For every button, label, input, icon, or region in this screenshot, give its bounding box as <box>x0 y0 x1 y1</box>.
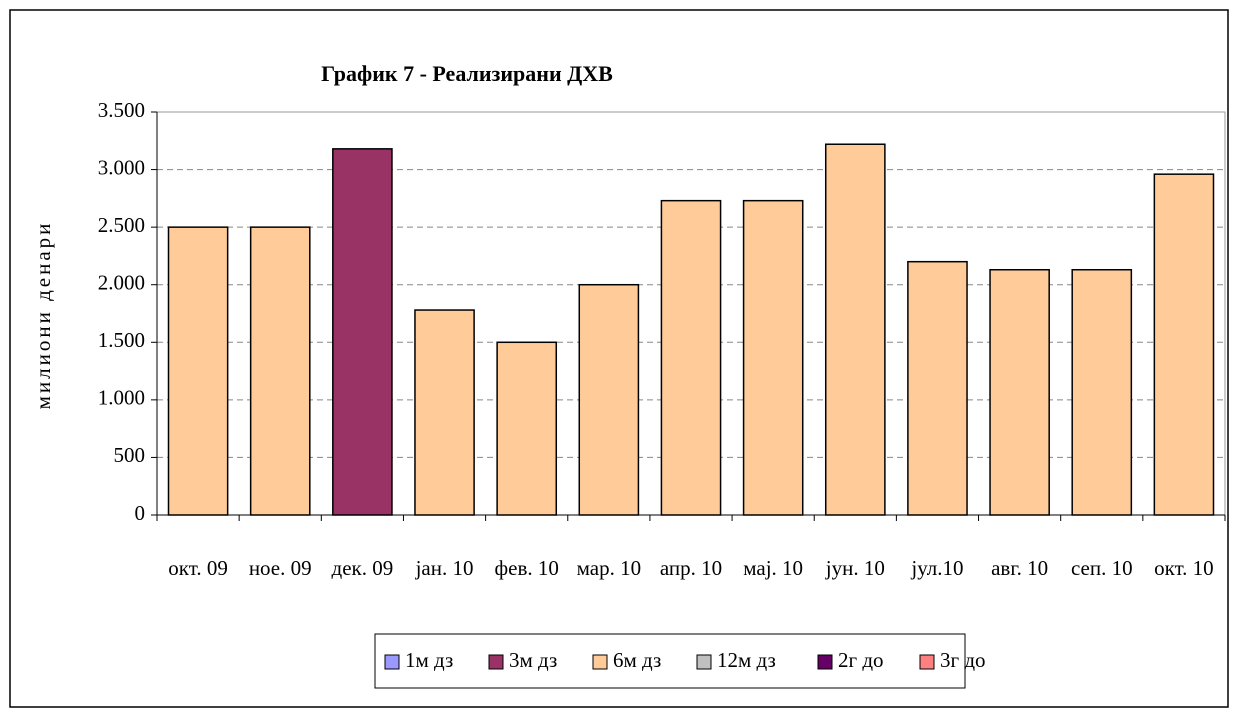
x-tick-label: авг. 10 <box>991 556 1048 580</box>
x-tick-label: јан. 10 <box>415 556 474 580</box>
bar <box>1071 268 1133 516</box>
bar <box>660 199 722 516</box>
legend-label: 12м дз <box>717 648 776 672</box>
legend-swatch <box>919 654 935 670</box>
y-tick-label: 0 <box>135 501 146 525</box>
y-tick-label: 1.000 <box>98 386 145 410</box>
x-tick-label: окт. 10 <box>1154 556 1214 580</box>
legend-label: 1м дз <box>405 648 453 672</box>
x-tick-label: дек. 09 <box>332 556 394 580</box>
x-tick-label: мај. 10 <box>743 556 803 580</box>
bar <box>414 309 475 516</box>
x-tick-label: јун. 10 <box>825 556 885 580</box>
legend-swatch <box>384 654 400 670</box>
bar <box>989 268 1050 516</box>
x-tick-label: апр. 10 <box>660 556 722 580</box>
x-tick-label: ное. 09 <box>249 556 312 580</box>
bar <box>824 143 886 516</box>
y-tick-label: 2.000 <box>98 271 145 295</box>
legend-label: 3г до <box>940 648 986 672</box>
x-tick-label: сеп. 10 <box>1071 556 1133 580</box>
x-tick-label: јул.10 <box>910 556 963 580</box>
legend-label: 3м дз <box>509 648 557 672</box>
legend-swatch <box>817 654 833 670</box>
legend-swatch <box>696 654 712 670</box>
bar <box>1153 173 1215 516</box>
bar <box>249 226 311 516</box>
x-tick-label: фев. 10 <box>495 556 559 580</box>
bar <box>496 341 558 516</box>
y-tick-label: 3.000 <box>98 155 145 179</box>
x-tick-label: окт. 09 <box>168 556 228 580</box>
bar <box>742 199 804 516</box>
bar <box>332 148 393 516</box>
bar <box>578 283 640 516</box>
bar <box>907 260 968 516</box>
legend-box <box>374 633 966 689</box>
y-tick-label: 500 <box>114 443 146 467</box>
chart-title: График 7 - Реализирани ДХВ <box>321 61 613 86</box>
y-tick-label: 1.500 <box>98 328 145 352</box>
y-tick-label: 3.500 <box>98 98 145 122</box>
legend-swatch <box>488 654 504 670</box>
x-tick-label: мар. 10 <box>577 556 641 580</box>
legend-label: 2г до <box>838 648 884 672</box>
bar <box>167 226 229 516</box>
legend-label: 6м дз <box>613 648 661 672</box>
y-axis-label: милиони денари <box>31 221 55 410</box>
y-tick-label: 2.500 <box>98 213 145 237</box>
legend-swatch <box>592 654 608 670</box>
